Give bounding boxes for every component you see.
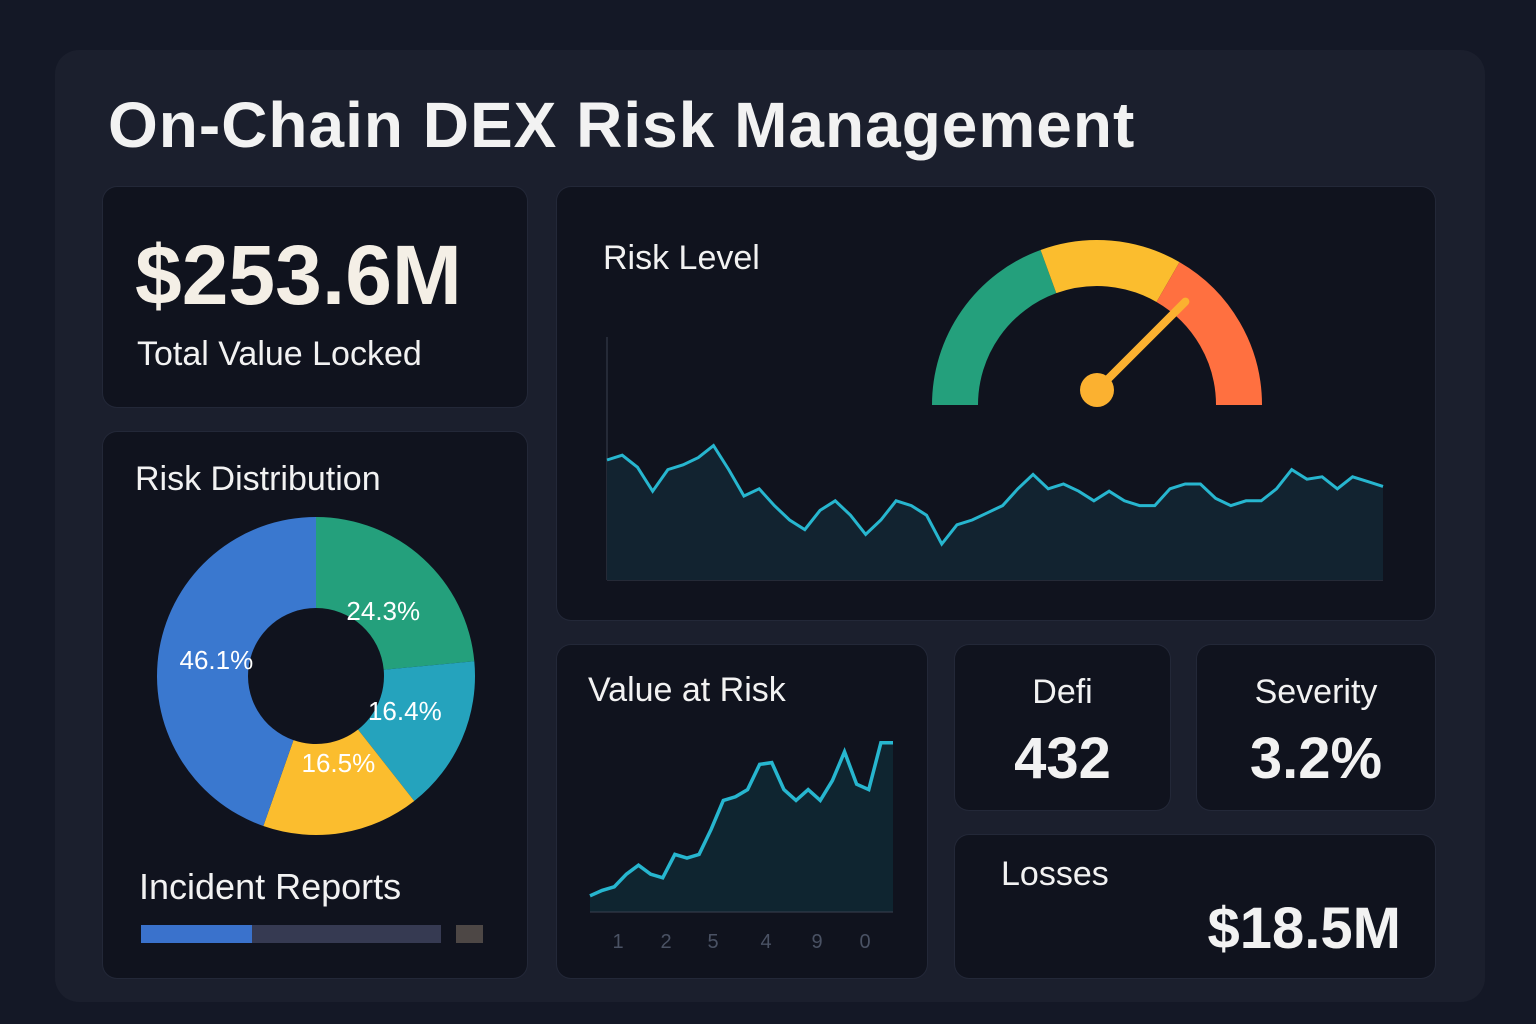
gauge-needle bbox=[1093, 297, 1190, 394]
var-line bbox=[589, 741, 893, 898]
donut-slice bbox=[263, 729, 415, 835]
risk-distribution-title: Risk Distribution bbox=[135, 460, 381, 498]
tvl-card: $253.6M Total Value Locked bbox=[103, 187, 527, 407]
defi-label: Defi bbox=[1032, 673, 1093, 711]
donut-slice bbox=[358, 661, 475, 802]
donut-slice-label: 46.1% bbox=[179, 645, 253, 675]
gauge-hub bbox=[1080, 373, 1114, 407]
losses-card: Losses $18.5M bbox=[955, 835, 1435, 978]
incident-progress-track bbox=[141, 925, 441, 943]
risk-distribution-card: Risk Distribution 24.3% 16.4% 16.5% 46.1% I… bbox=[103, 432, 527, 978]
donut-slice-label: 16.5% bbox=[302, 748, 376, 778]
var-chart: 1 2 5 4 9 0 bbox=[589, 741, 893, 953]
donut-slice bbox=[316, 517, 475, 670]
incident-reports-title: Incident Reports bbox=[139, 866, 402, 907]
defi-value: 432 bbox=[1014, 726, 1111, 791]
defi-card: Defi 432 bbox=[955, 645, 1170, 810]
var-card: Value at Risk 1 2 5 4 9 0 bbox=[557, 645, 927, 978]
gauge-segment bbox=[932, 249, 1057, 406]
incident-legend-swatch bbox=[456, 925, 483, 943]
x-tick-label: 5 bbox=[707, 931, 718, 953]
x-tick-label: 4 bbox=[760, 931, 771, 953]
severity-label: Severity bbox=[1254, 673, 1378, 711]
donut-chart: 24.3% 16.4% 16.5% 46.1% bbox=[157, 517, 475, 835]
tvl-value: $253.6M bbox=[135, 228, 462, 322]
x-tick-label: 1 bbox=[612, 931, 623, 953]
risk-area bbox=[607, 445, 1383, 580]
risk-level-title: Risk Level bbox=[603, 239, 760, 277]
tvl-label: Total Value Locked bbox=[137, 335, 422, 373]
risk-level-card: Risk Level bbox=[557, 187, 1435, 620]
x-tick-label: 2 bbox=[660, 931, 671, 953]
gauge-segment bbox=[1155, 262, 1262, 406]
var-area bbox=[590, 742, 893, 912]
donut-slice-label: 16.4% bbox=[368, 696, 442, 726]
losses-value: $18.5M bbox=[1207, 896, 1401, 961]
donut-slice-label: 24.3% bbox=[346, 596, 420, 626]
x-tick-label: 9 bbox=[811, 931, 822, 953]
donut-slice bbox=[157, 517, 316, 827]
var-title: Value at Risk bbox=[588, 671, 786, 709]
severity-card: Severity 3.2% bbox=[1197, 645, 1435, 810]
incident-progress-fill bbox=[141, 925, 252, 943]
x-tick-label: 0 bbox=[859, 931, 870, 953]
risk-line bbox=[606, 443, 1384, 547]
page-title: On-Chain DEX Risk Management bbox=[108, 89, 1136, 161]
losses-label: Losses bbox=[1001, 855, 1109, 893]
gauge-segment bbox=[1040, 240, 1180, 303]
risk-level-chart bbox=[606, 240, 1384, 581]
severity-value: 3.2% bbox=[1249, 726, 1383, 791]
